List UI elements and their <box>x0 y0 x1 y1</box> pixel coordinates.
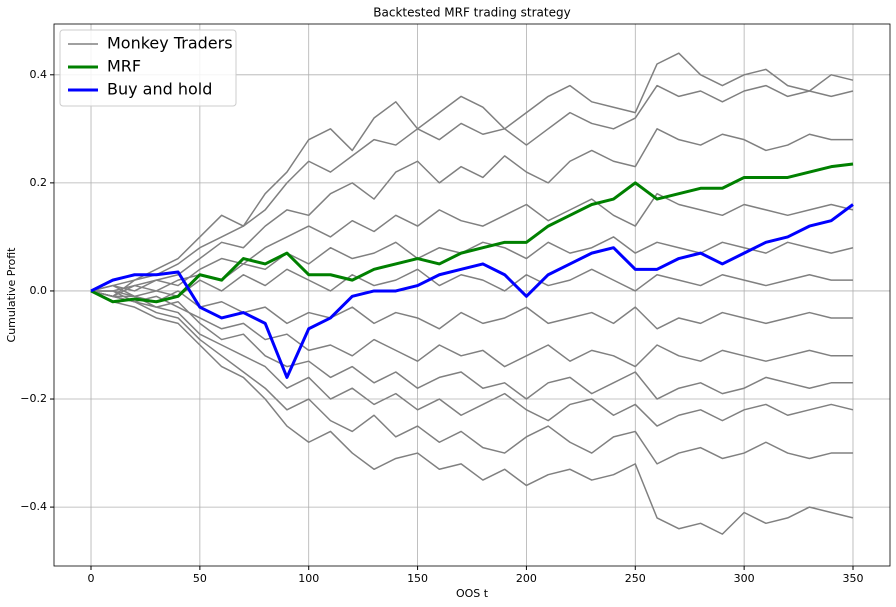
series-line <box>91 290 853 400</box>
series-line <box>90 52 854 292</box>
series-line <box>90 84 854 298</box>
series-line <box>90 268 853 298</box>
x-tick-label: 250 <box>625 572 646 585</box>
series-line <box>91 192 854 292</box>
y-tick-label: 0.0 <box>30 284 48 297</box>
y-tick-label: 0.4 <box>30 68 48 81</box>
x-tick-label: 100 <box>298 572 319 585</box>
legend-label: Buy and hold <box>107 80 212 99</box>
x-tick-label: 50 <box>193 572 207 585</box>
series-line <box>90 290 853 368</box>
series-line <box>90 203 854 379</box>
series-line <box>91 290 853 330</box>
legend-box <box>59 29 237 107</box>
legend-label: MRF <box>107 57 141 76</box>
x-tick-label: 200 <box>516 572 537 585</box>
x-tick-label: 150 <box>407 572 428 585</box>
x-axis-label: OOS t <box>456 587 489 600</box>
y-axis-label: Cumulative Profit <box>5 247 18 343</box>
y-tick-label: −0.4 <box>20 500 47 513</box>
series-line <box>90 290 854 427</box>
chart-title: Backtested MRF trading strategy <box>373 6 570 20</box>
y-tick-label: 0.2 <box>30 176 48 189</box>
x-tick-label: 300 <box>734 572 755 585</box>
series-line <box>90 128 853 292</box>
series-line <box>90 162 854 304</box>
legend-label: Monkey Traders <box>107 34 233 53</box>
series-line <box>90 290 854 535</box>
x-tick-label: 350 <box>842 572 863 585</box>
y-tick-label: −0.2 <box>20 392 47 405</box>
x-tick-label: 0 <box>88 572 95 585</box>
plot-frame <box>53 23 891 567</box>
series-line <box>90 290 853 465</box>
